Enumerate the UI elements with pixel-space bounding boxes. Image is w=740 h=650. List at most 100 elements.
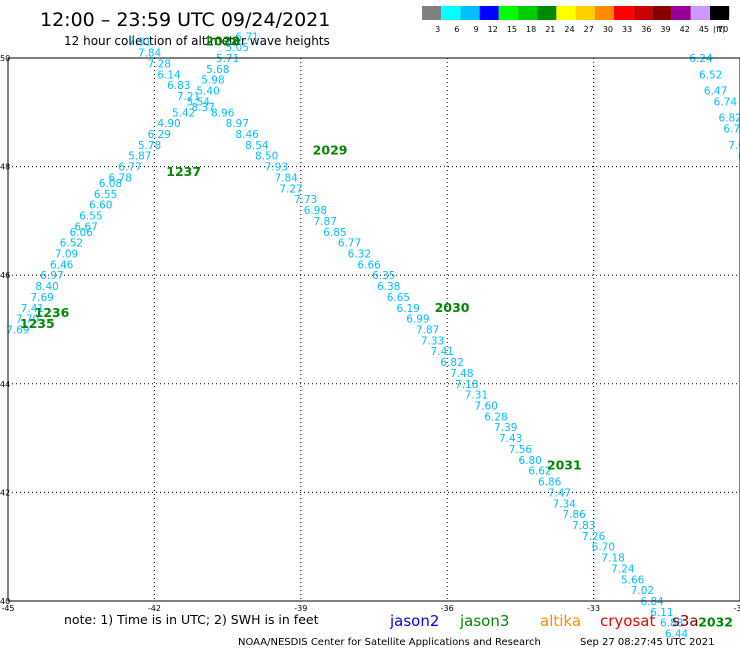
wave-height-value: 6.84: [640, 596, 664, 608]
wave-height-value: 6.28: [484, 411, 507, 423]
wave-height-value: 7.18: [601, 553, 624, 565]
wave-height-value: 6.98: [304, 205, 327, 217]
wave-height-value: 6.74: [714, 96, 738, 108]
wave-height-value: 8.40: [35, 281, 58, 293]
wave-height-value: 6.32: [348, 248, 371, 260]
wave-height-value: 5.71: [216, 53, 239, 65]
legend-swatch: [690, 6, 710, 20]
wave-height-value: 7.24: [611, 563, 635, 575]
wave-height-value: 8.96: [211, 107, 235, 119]
wave-height-value: 6.60: [89, 200, 112, 212]
wave-height-value: 6.77: [338, 238, 361, 250]
time-label: 2028: [205, 34, 240, 49]
wave-height-value: 7.02: [631, 585, 654, 597]
time-label: 1237: [166, 164, 201, 179]
time-label: 2030: [435, 300, 470, 315]
x-tick-label: -30: [733, 604, 740, 613]
wave-height-value: 6.08: [99, 178, 122, 190]
wave-height-value: 7.31: [465, 390, 488, 402]
satellite-legend: jason2 jason3 altika cryosat s3a: [389, 612, 699, 630]
wave-height-value: 6.44: [665, 629, 689, 641]
wave-height-value: 6.85: [323, 227, 346, 239]
wave-height-value: 7.27: [279, 183, 302, 195]
satellite-altika: altika: [540, 612, 581, 630]
wave-height-value: 5.42: [172, 107, 195, 119]
legend-label: 70: [718, 25, 728, 34]
legend-label: 9: [474, 25, 479, 34]
wave-height-value: 5.05: [226, 42, 249, 54]
legend-label: 21: [545, 25, 555, 34]
legend-label: 3: [435, 25, 440, 34]
wave-height-value: 6.71: [235, 31, 258, 43]
wave-height-value: 8.46: [235, 129, 259, 141]
wave-height-value: 6.71: [723, 124, 740, 136]
wave-height-value: 8.54: [245, 140, 269, 152]
wave-height-value: 6.77: [118, 162, 141, 174]
wave-height-value: 4.90: [157, 118, 180, 130]
wave-height-value: 7.73: [294, 194, 317, 206]
wave-height-value: 8.97: [226, 118, 249, 130]
satellite-s3a: s3a: [672, 612, 699, 630]
wave-height-value: 6.52: [60, 238, 83, 250]
legend-label: 33: [622, 25, 632, 34]
time-label: 2031: [547, 457, 582, 472]
legend-swatch: [479, 6, 499, 20]
legend-swatch: [671, 6, 691, 20]
wave-height-value: 7.41: [21, 303, 44, 315]
wave-height-value: 7.69: [30, 292, 53, 304]
wave-height-value: 6.24: [689, 53, 713, 65]
plot-area: 7.697.707.417.698.406.976.467.096.526.06…: [6, 31, 740, 640]
legend-swatch: [518, 6, 538, 20]
wave-height-value: 6.19: [396, 303, 419, 315]
wave-height-value: 7.26: [582, 531, 606, 543]
legend-label: 18: [526, 25, 536, 34]
x-axis-ticks: -45 -42 -39 -36 -33 -30: [1, 604, 740, 613]
wave-height-value: 7.84: [138, 48, 162, 60]
x-tick-label: -45: [1, 604, 14, 613]
wave-height-value: 8.50: [255, 151, 278, 163]
wave-height-value: 6.06: [70, 227, 94, 239]
y-tick-label: 46: [0, 271, 10, 280]
grid-lines: [8, 58, 740, 601]
legend-swatch: [652, 6, 672, 20]
plot-frame: [7, 57, 740, 602]
legend-swatch: [422, 6, 442, 20]
legend-swatch: [710, 6, 730, 20]
wave-height-value: 7.28: [148, 58, 171, 70]
track-track-c: 6.246.526.476.746.826.717.016.546.597.24…: [689, 53, 740, 163]
wave-height-value: 6.46: [50, 259, 74, 271]
wave-height-value: 6.62: [528, 466, 551, 478]
wave-height-value: 6.82: [719, 113, 740, 125]
legend-swatch: [633, 6, 653, 20]
satellite-jason2: jason2: [389, 612, 439, 630]
chart-title: 12:00 – 23:59 UTC 09/24/2021: [40, 9, 330, 31]
track-track-b: 7.917.847.286.146.837.218.378.968.978.46…: [128, 34, 733, 641]
footer-credit: NOAA/NESDIS Center for Satellite Applica…: [238, 637, 541, 648]
wave-height-value: 5.40: [196, 86, 219, 98]
wave-height-value: 7.47: [548, 487, 571, 499]
y-tick-label: 48: [0, 163, 10, 172]
wave-height-value: 7.43: [499, 433, 522, 445]
wave-height-value: 6.97: [40, 270, 63, 282]
wave-height-value: 6.66: [357, 259, 381, 271]
wave-height-value: 7.18: [455, 379, 478, 391]
wave-height-value: 6.78: [109, 172, 132, 184]
legend-swatch: [498, 6, 518, 20]
wave-height-value: 6.67: [74, 221, 97, 233]
wave-height-value: 6.55: [79, 210, 102, 222]
y-tick-label: 40: [0, 597, 10, 606]
legend-label: 39: [660, 25, 670, 34]
legend-swatch: [614, 6, 634, 20]
wave-height-value: 7.39: [494, 422, 517, 434]
legend-swatch: [537, 6, 557, 20]
y-tick-label: 50: [0, 54, 10, 63]
wave-height-value: 6.65: [387, 292, 410, 304]
wave-height-value: 6.82: [440, 357, 463, 369]
y-axis-ticks: 40 42 44 46 48 50: [0, 54, 10, 606]
legend-label: 27: [584, 25, 594, 34]
x-tick-label: -42: [148, 604, 161, 613]
satellite-cryosat: cryosat: [600, 612, 655, 630]
wave-height-value: 6.83: [167, 80, 190, 92]
wave-height-value: 7.48: [450, 368, 473, 380]
